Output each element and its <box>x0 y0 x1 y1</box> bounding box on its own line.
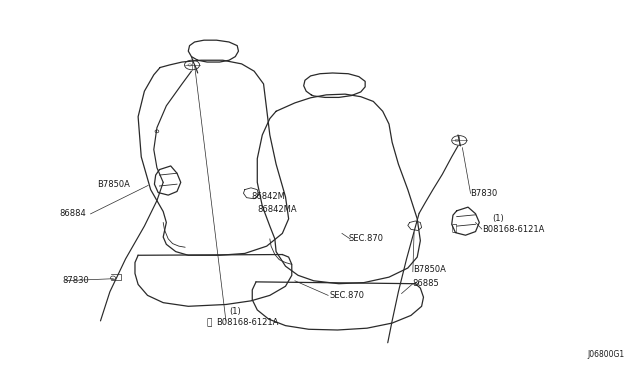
Text: 86842M: 86842M <box>251 192 285 201</box>
Text: SEC.870: SEC.870 <box>330 291 364 300</box>
Text: Ⓑ: Ⓑ <box>207 318 212 327</box>
Text: (1): (1) <box>493 214 504 222</box>
Text: B08168-6121A: B08168-6121A <box>216 318 279 327</box>
Ellipse shape <box>188 64 191 66</box>
Text: SEC.870: SEC.870 <box>348 234 383 243</box>
Text: J06800G1: J06800G1 <box>587 350 624 359</box>
Ellipse shape <box>455 140 459 141</box>
Text: Ⓑ: Ⓑ <box>451 225 457 234</box>
Text: (1): (1) <box>229 307 241 316</box>
Text: B7850A: B7850A <box>97 180 130 189</box>
Text: 87830: 87830 <box>63 276 90 285</box>
Text: B7850A: B7850A <box>413 265 445 274</box>
Text: 86842MA: 86842MA <box>257 205 297 214</box>
Text: 86885: 86885 <box>413 279 440 288</box>
Text: B7830: B7830 <box>470 189 498 198</box>
Text: 86884: 86884 <box>60 209 86 218</box>
Text: B08168-6121A: B08168-6121A <box>482 225 544 234</box>
